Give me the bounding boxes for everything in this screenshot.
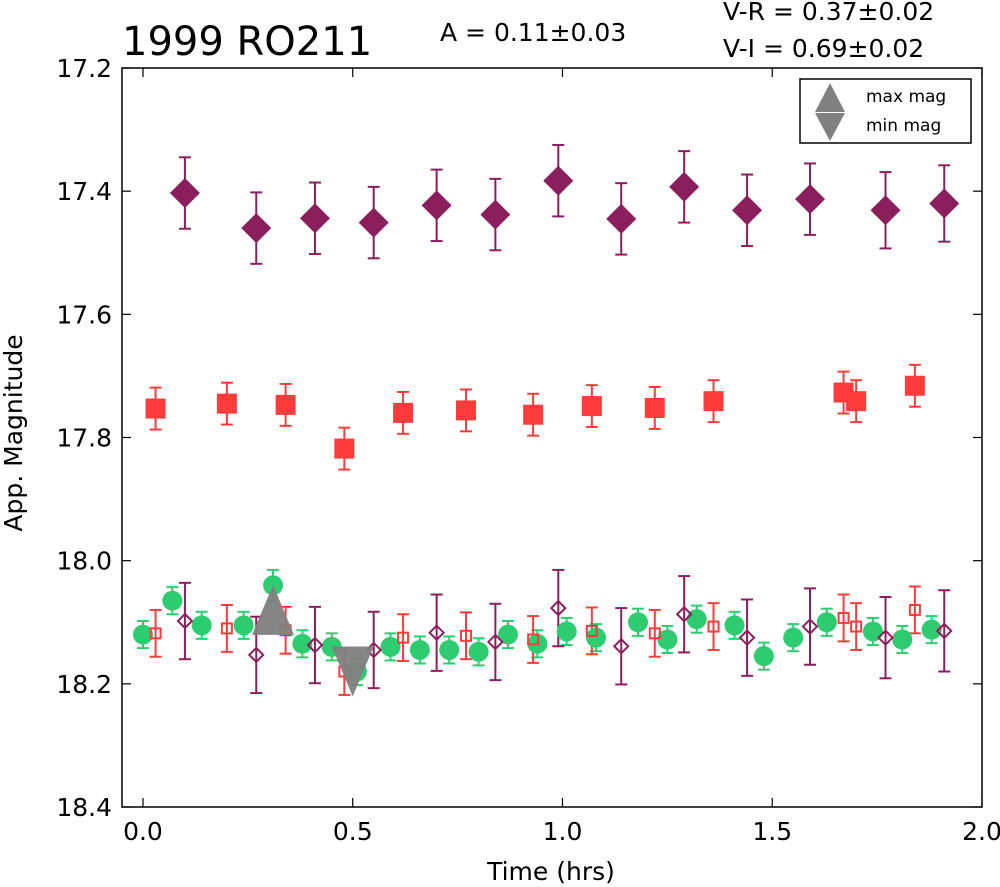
square-point (837, 611, 850, 624)
diamond-point (480, 199, 511, 230)
square-point (846, 391, 867, 412)
x-tick-label: 0.0 (123, 817, 163, 846)
diamond-point (675, 605, 693, 623)
square-point (220, 622, 233, 635)
x-tick-label: 1.0 (543, 817, 583, 846)
diamond-point (306, 636, 324, 654)
plot-frame (121, 67, 983, 808)
circle-point (657, 629, 678, 650)
square-point (707, 620, 720, 633)
square-point (581, 396, 602, 417)
legend: max mag min mag (799, 78, 972, 144)
diamond-point (486, 633, 504, 651)
square-point (850, 620, 863, 633)
square-point (149, 627, 162, 640)
diamond-point (801, 618, 819, 635)
circle-point (628, 612, 648, 633)
square-point (456, 400, 476, 421)
circle-point (468, 641, 489, 662)
diamond-point (421, 190, 452, 221)
circle-point (921, 619, 942, 640)
circle-point (162, 590, 183, 611)
x-tick-label: 2.0 (962, 817, 1000, 846)
diamond-point (428, 624, 446, 642)
y-tick-label: 17.2 (56, 54, 112, 83)
square-point (648, 627, 661, 640)
y-tick-label: 17.4 (56, 177, 112, 206)
diamond-point (358, 207, 389, 238)
circle-point (724, 615, 745, 636)
square-point (334, 438, 355, 459)
legend-label-min: min mag (866, 116, 941, 136)
v-minus-r-annotation: V-R = 0.37±0.02 (723, 0, 934, 26)
y-tick-label: 18.4 (56, 793, 112, 822)
square-point (216, 393, 237, 414)
circle-point (862, 621, 883, 642)
y-axis-label: App. Magnitude (0, 334, 28, 531)
diamond-point (176, 612, 194, 630)
square-point (908, 603, 921, 616)
circle-point (497, 624, 518, 645)
square-point (527, 633, 540, 646)
circle-point (380, 636, 401, 657)
square-point (145, 398, 166, 419)
circle-point (292, 633, 313, 654)
circle-point (753, 646, 774, 667)
axis-ticks: 0.0 0.5 1.0 1.5 2.0 17.2 17.4 17.6 17.8 18.0 18.2 1… (56, 54, 1000, 846)
diamond-point (935, 622, 953, 640)
x-tick-label: 0.5 (333, 817, 373, 846)
data-points (132, 165, 960, 682)
diamond-point (732, 195, 763, 226)
square-point (397, 631, 410, 644)
diamond-point (795, 184, 825, 215)
square-point (393, 402, 414, 423)
y-tick-label: 18.2 (56, 670, 112, 699)
extrema-markers (252, 584, 374, 697)
diamond-point (870, 195, 901, 226)
legend-label-max: max mag (866, 87, 946, 107)
circle-point (409, 639, 430, 660)
square-point (460, 629, 472, 642)
circle-point (132, 624, 153, 645)
max-mag-triangle-icon (252, 584, 295, 635)
circle-point (233, 615, 254, 636)
x-axis-label: Time (hrs) (486, 857, 615, 886)
v-minus-i-annotation: V-I = 0.69±0.02 (723, 34, 924, 63)
diamond-point (738, 629, 756, 647)
square-point (703, 391, 724, 412)
min-mag-triangle-icon (331, 646, 374, 697)
circle-point (191, 615, 212, 636)
diamond-point (299, 203, 330, 234)
circle-point (816, 612, 837, 633)
diamond-point (669, 171, 700, 202)
amplitude-annotation: A = 0.11±0.03 (440, 18, 626, 47)
circle-point (439, 639, 460, 660)
circle-point (586, 627, 607, 648)
square-point (275, 394, 296, 415)
x-tick-label: 1.5 (752, 817, 792, 846)
diamond-point (877, 629, 894, 647)
diamond-point (247, 646, 265, 664)
circle-point (892, 629, 913, 650)
square-point (523, 404, 544, 425)
y-tick-label: 17.8 (56, 424, 112, 453)
legend-triangle-down-icon (815, 113, 845, 141)
legend-triangle-up-icon (815, 83, 845, 112)
chart-title: 1999 RO211 (122, 19, 372, 65)
diamond-point (929, 188, 960, 219)
square-point (644, 397, 665, 418)
circle-point (783, 627, 804, 648)
diamond-point (549, 599, 567, 617)
diamond-point (543, 165, 574, 196)
square-point (904, 375, 925, 396)
y-tick-label: 17.6 (56, 300, 112, 329)
diamond-point (169, 178, 200, 209)
diamond-point (606, 203, 637, 234)
square-point (585, 624, 598, 637)
diamond-point (612, 637, 630, 655)
y-tick-label: 18.0 (56, 547, 112, 576)
diamond-point (241, 213, 272, 244)
circle-point (556, 621, 577, 642)
